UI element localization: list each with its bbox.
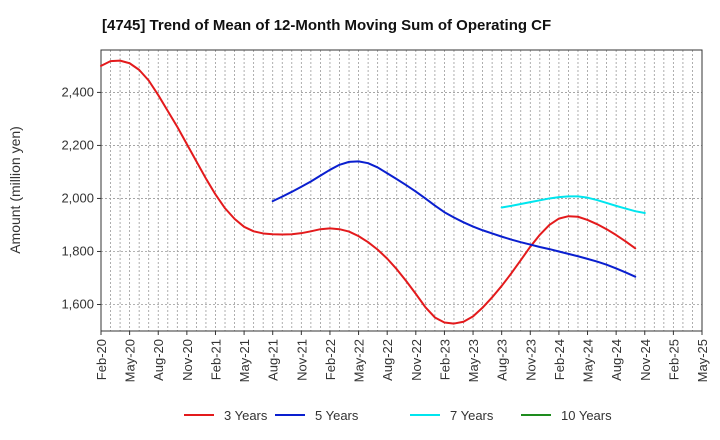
x-tick-label: Feb-25 <box>666 339 681 380</box>
x-tick-label: Aug-23 <box>495 339 510 381</box>
legend-label-10-years: 10 Years <box>561 408 612 423</box>
x-tick-label: Aug-21 <box>266 339 281 381</box>
x-tick-label: Nov-20 <box>180 339 195 381</box>
x-tick-label: Aug-22 <box>380 339 395 381</box>
x-tick-label: May-23 <box>466 339 481 382</box>
x-tick-label: Aug-24 <box>609 339 624 381</box>
y-tick-label: 2,200 <box>61 137 94 152</box>
series-line-5-years <box>271 160 637 278</box>
x-tick-label: Feb-21 <box>208 339 223 380</box>
x-tick-label: Feb-22 <box>323 339 338 380</box>
grid-layer <box>101 50 702 331</box>
legend: 3 Years 5 Years 7 Years 10 Years <box>184 408 612 423</box>
x-tick-label: May-24 <box>581 339 596 382</box>
series-line-7-years <box>500 195 646 215</box>
x-tick-label: May-25 <box>695 339 710 382</box>
legend-label-5-years: 5 Years <box>315 408 359 423</box>
y-tick-label: 2,000 <box>61 190 94 205</box>
y-tick-label: 1,800 <box>61 243 94 258</box>
x-tick-label: May-20 <box>123 339 138 382</box>
y-tick-label: 2,400 <box>61 84 94 99</box>
plot-frame <box>100 49 703 332</box>
x-tick-label: Aug-20 <box>151 339 166 381</box>
x-tick-label: Feb-20 <box>94 339 109 380</box>
x-tick-label: Nov-24 <box>638 339 653 381</box>
chart-title: [4745] Trend of Mean of 12-Month Moving … <box>102 17 551 34</box>
series-line-3-years <box>100 59 637 325</box>
x-tick-label: Feb-24 <box>552 339 567 380</box>
legend-label-3-years: 3 Years <box>224 408 268 423</box>
x-tick-label: May-22 <box>352 339 367 382</box>
x-tick-label: Nov-21 <box>294 339 309 381</box>
axes-layer: 1,600 1,800 2,000 2,200 2,400 Feb-20 May-20 Aug… <box>61 49 710 382</box>
y-tick-label: 1,600 <box>61 296 94 311</box>
x-tick-label: Nov-22 <box>409 339 424 381</box>
x-tick-label: Nov-23 <box>523 339 538 381</box>
x-tick-label: May-21 <box>237 339 252 382</box>
series-layer <box>100 59 646 325</box>
legend-label-7-years: 7 Years <box>450 408 494 423</box>
y-axis-label: Amount (million yen) <box>7 126 23 254</box>
x-tick-label: Feb-23 <box>437 339 452 380</box>
